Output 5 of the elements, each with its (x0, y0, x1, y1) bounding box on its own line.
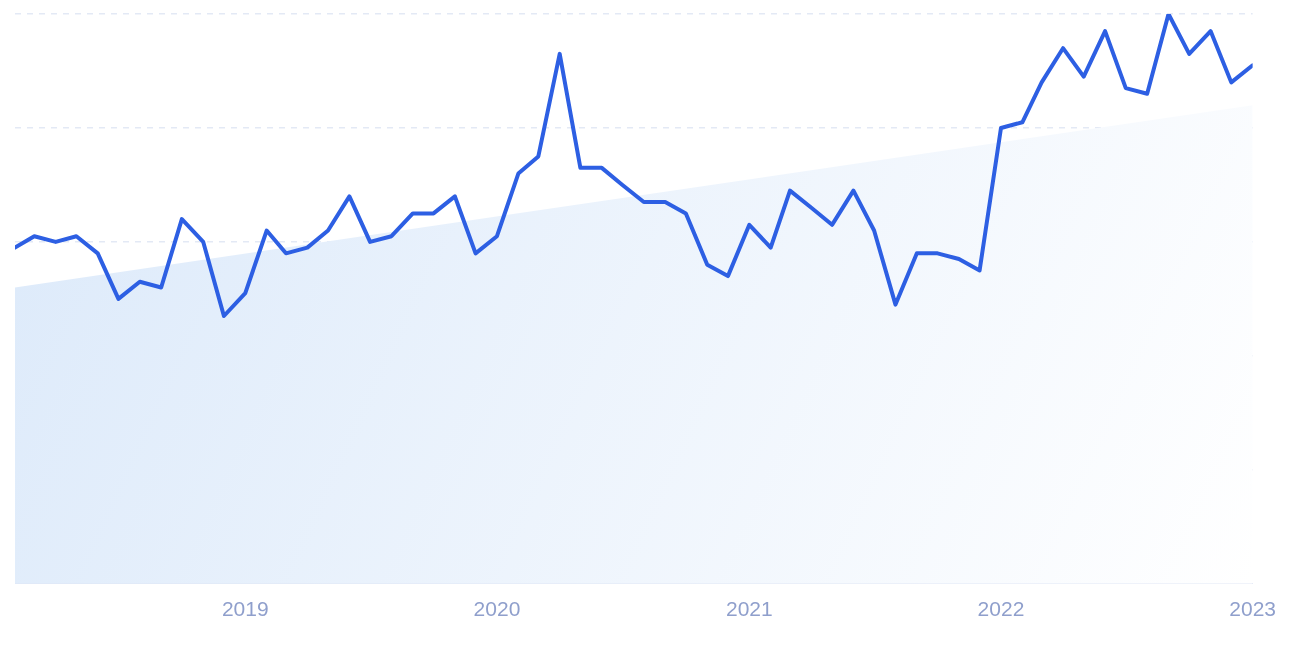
x-tick-label: 2022 (977, 597, 1025, 621)
x-tick-label: 2019 (221, 597, 269, 621)
x-tick-label: 2020 (473, 597, 521, 621)
x-tick-label: 2021 (725, 597, 773, 621)
x-tick-label: 2023 (1229, 597, 1276, 621)
